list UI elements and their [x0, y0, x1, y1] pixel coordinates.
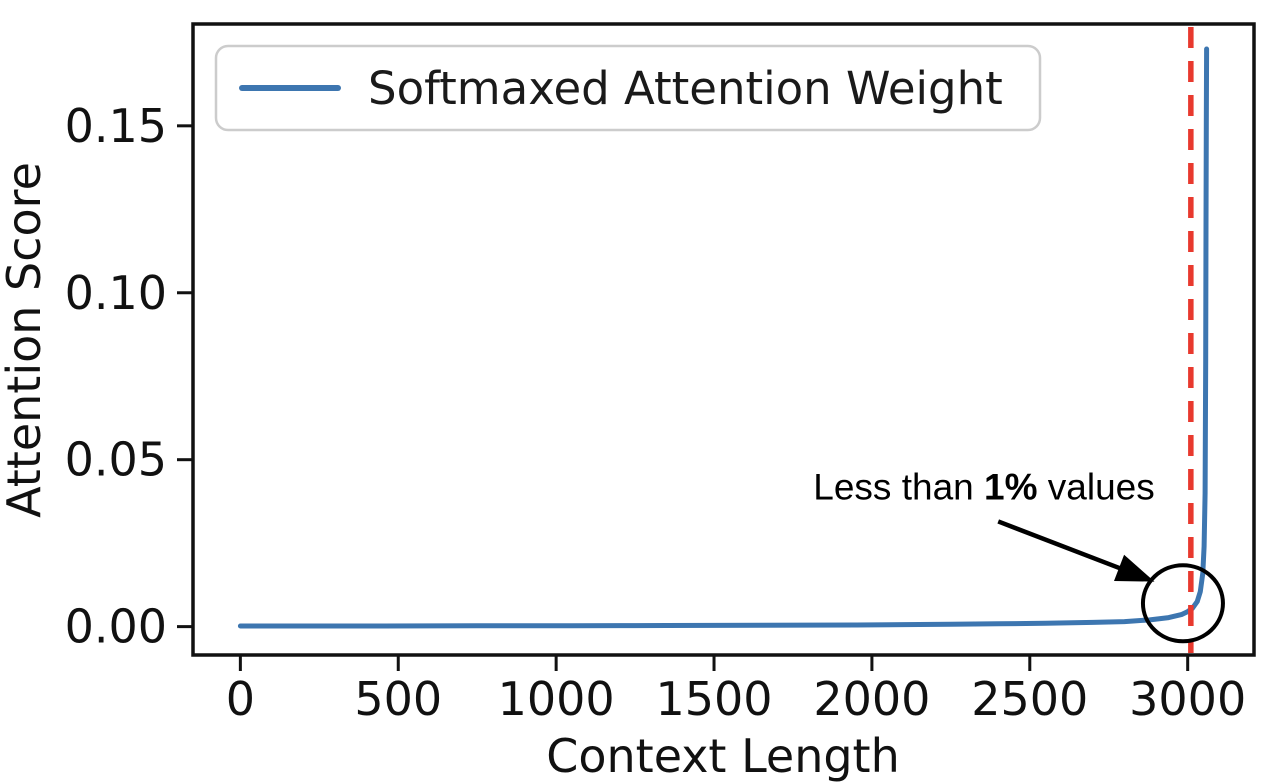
y-tick-label: 0.10 — [65, 266, 167, 320]
annotation-text: Less than 1% values — [813, 466, 1154, 507]
highlight-circle — [1140, 563, 1225, 644]
y-tick-label: 0.00 — [65, 600, 167, 654]
series-softmaxed-attention-weight — [237, 46, 1210, 629]
plot-frame — [191, 22, 1256, 657]
x-tick-label: 3000 — [1129, 672, 1246, 726]
y-tick-label: 0.05 — [65, 433, 167, 487]
plot-spines — [191, 22, 1256, 657]
x-tick-label: 0 — [226, 672, 255, 726]
x-axis-label: Context Length — [546, 729, 900, 783]
circle-outline — [1140, 563, 1225, 644]
attention-weight-line — [237, 46, 1210, 629]
annotation-text-bold: 1% — [984, 466, 1037, 507]
arrow-head — [1114, 554, 1155, 582]
legend-entry-label: Softmaxed Attention Weight — [368, 62, 1003, 115]
annotation-arrow — [997, 519, 1155, 582]
x-tick-label: 500 — [354, 672, 442, 726]
x-axis-ticks: 0 500 1000 1500 2000 2500 3000 — [226, 656, 1246, 726]
y-axis-label: Attention Score — [0, 162, 51, 518]
arrow-shaft — [997, 519, 1126, 573]
x-tick-label: 2000 — [813, 672, 930, 726]
y-tick-label: 0.15 — [65, 99, 167, 153]
x-tick-label: 1000 — [498, 672, 615, 726]
legend: Softmaxed Attention Weight — [214, 44, 1042, 132]
x-tick-label: 1500 — [655, 672, 772, 726]
annotation-text-suffix: values — [1038, 466, 1155, 507]
annotation-text-prefix: Less than — [813, 466, 984, 507]
y-axis-ticks: 0.00 0.05 0.10 0.15 — [65, 99, 192, 654]
x-tick-label: 2500 — [971, 672, 1088, 726]
legend-box — [214, 44, 1042, 132]
